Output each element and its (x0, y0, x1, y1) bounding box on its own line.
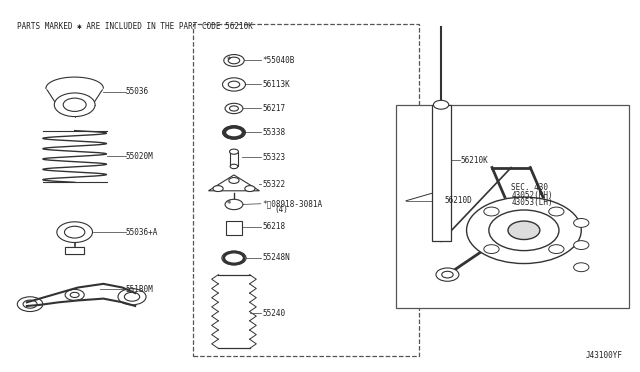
Circle shape (573, 263, 589, 272)
Text: *: * (227, 200, 231, 209)
Circle shape (228, 81, 240, 88)
Circle shape (229, 129, 239, 135)
Circle shape (225, 199, 243, 210)
Circle shape (489, 210, 559, 251)
Circle shape (63, 98, 86, 112)
Text: 551B0M: 551B0M (125, 285, 154, 294)
Text: 55323: 55323 (262, 153, 286, 162)
Circle shape (229, 177, 239, 183)
Circle shape (573, 241, 589, 250)
Circle shape (548, 245, 564, 254)
Circle shape (230, 149, 239, 154)
Circle shape (573, 218, 589, 227)
Circle shape (225, 103, 243, 113)
Text: *: * (227, 56, 231, 65)
Circle shape (17, 297, 43, 311)
Circle shape (70, 292, 79, 298)
Bar (431, 105, 451, 241)
Circle shape (222, 251, 246, 265)
Text: 55240: 55240 (262, 309, 286, 318)
Circle shape (436, 268, 459, 281)
Text: 56218: 56218 (262, 222, 286, 231)
Circle shape (54, 93, 95, 116)
Text: 43053(LH): 43053(LH) (511, 198, 553, 207)
Circle shape (65, 226, 85, 238)
Text: 55020M: 55020M (125, 152, 154, 161)
Circle shape (484, 245, 499, 254)
Text: 55338: 55338 (262, 128, 286, 137)
Circle shape (508, 221, 540, 240)
Circle shape (65, 289, 84, 301)
Text: J43100YF: J43100YF (586, 350, 623, 359)
Bar (230, 152, 238, 166)
Circle shape (442, 271, 453, 278)
Text: 56217: 56217 (262, 104, 286, 113)
Circle shape (224, 55, 244, 66)
Text: SEC. 430: SEC. 430 (511, 183, 548, 192)
Text: 56210K: 56210K (460, 155, 488, 165)
Circle shape (23, 300, 37, 308)
Circle shape (467, 197, 581, 263)
Bar (65, 247, 84, 254)
Polygon shape (209, 175, 259, 191)
Text: *Ⓝ08918-3081A: *Ⓝ08918-3081A (262, 199, 323, 208)
Circle shape (230, 164, 238, 169)
Text: 56113K: 56113K (262, 80, 291, 89)
Circle shape (230, 106, 239, 111)
Text: 55248N: 55248N (262, 253, 291, 263)
Circle shape (124, 292, 140, 301)
Bar (396, 105, 629, 308)
Circle shape (57, 222, 93, 243)
Text: (4): (4) (274, 205, 288, 215)
Text: 55322: 55322 (262, 180, 286, 189)
Text: 56210D: 56210D (444, 196, 472, 205)
Circle shape (223, 78, 246, 91)
Circle shape (484, 207, 499, 216)
Circle shape (228, 255, 240, 261)
Bar (227, 221, 242, 235)
Circle shape (548, 207, 564, 216)
Text: PARTS MARKED ✱ ARE INCLUDED IN THE PART CODE 56210K: PARTS MARKED ✱ ARE INCLUDED IN THE PART … (17, 22, 253, 31)
Circle shape (223, 126, 246, 139)
Bar (193, 23, 419, 356)
Circle shape (118, 289, 146, 305)
Text: 43052(RH): 43052(RH) (511, 191, 553, 200)
Circle shape (228, 57, 240, 64)
Circle shape (225, 127, 244, 138)
Text: 55036+A: 55036+A (125, 228, 158, 237)
Circle shape (224, 252, 244, 264)
Text: *55040B: *55040B (262, 56, 295, 65)
Circle shape (245, 186, 255, 192)
Circle shape (213, 186, 223, 192)
Circle shape (433, 100, 449, 109)
Text: 55036: 55036 (125, 87, 148, 96)
